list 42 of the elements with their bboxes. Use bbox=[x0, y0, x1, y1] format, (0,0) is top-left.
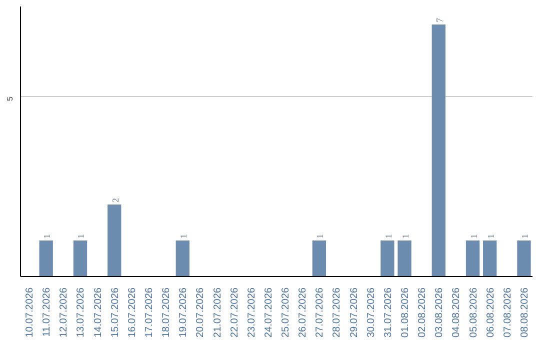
x-tick-label: 06.08.2026 bbox=[485, 287, 496, 338]
data-label: 1 bbox=[178, 234, 189, 238]
x-tick-label: 28.07.2026 bbox=[332, 287, 343, 338]
x-tick-label: 10.07.2026 bbox=[24, 287, 36, 338]
data-label: 1 bbox=[468, 234, 479, 238]
x-tick-label: 31.07.2026 bbox=[382, 287, 394, 338]
x-tick-label: 18.07.2026 bbox=[161, 287, 172, 338]
x-tick-label: 17.07.2026 bbox=[144, 287, 155, 338]
x-tick-label: 25.07.2026 bbox=[280, 287, 292, 338]
x-tick-label: 30.07.2026 bbox=[366, 287, 377, 338]
x-tick-label: 03.08.2026 bbox=[434, 287, 446, 338]
data-label: 1 bbox=[400, 234, 410, 238]
x-tick-label: 02.08.2026 bbox=[417, 287, 428, 338]
x-tick-label: 11.07.2026 bbox=[42, 287, 53, 337]
x-tick-label: 27.07.2026 bbox=[314, 287, 326, 338]
x-tick-label: 01.08.2026 bbox=[400, 287, 411, 338]
data-label: 7 bbox=[434, 18, 445, 22]
x-tick-label: 04.08.2026 bbox=[451, 287, 462, 338]
data-label: 1 bbox=[486, 234, 496, 238]
x-tick-label: 12.07.2026 bbox=[58, 287, 70, 338]
data-label: 1 bbox=[42, 234, 52, 238]
data-label: 1 bbox=[520, 234, 530, 238]
x-tick-label: 15.07.2026 bbox=[110, 287, 121, 338]
x-tick-label: 21.07.2026 bbox=[212, 287, 224, 338]
x-tick-label: 22.07.2026 bbox=[229, 287, 240, 338]
x-tick-label: 23.07.2026 bbox=[246, 287, 258, 338]
x-tick-label: 08.08.2026 bbox=[519, 287, 530, 338]
x-tick-label: 19.07.2026 bbox=[178, 287, 190, 338]
data-label: 1 bbox=[315, 234, 326, 238]
y-tick-label: 5 bbox=[6, 96, 14, 101]
data-label: 2 bbox=[110, 198, 120, 202]
x-tick-label: 05.08.2026 bbox=[468, 287, 480, 338]
x-tick-label: 13.07.2026 bbox=[76, 287, 87, 338]
data-label: 1 bbox=[383, 234, 394, 238]
data-label: 1 bbox=[76, 234, 86, 238]
x-tick-label: 20.07.2026 bbox=[195, 287, 206, 338]
x-tick-label: 14.07.2026 bbox=[92, 287, 104, 338]
x-tick-label: 24.07.2026 bbox=[263, 287, 274, 338]
x-tick-label: 07.08.2026 bbox=[502, 287, 514, 338]
x-tick-label: 29.07.2026 bbox=[348, 287, 360, 338]
x-tick-label: 26.07.2026 bbox=[298, 287, 309, 338]
x-tick-label: 16.07.2026 bbox=[126, 287, 138, 338]
